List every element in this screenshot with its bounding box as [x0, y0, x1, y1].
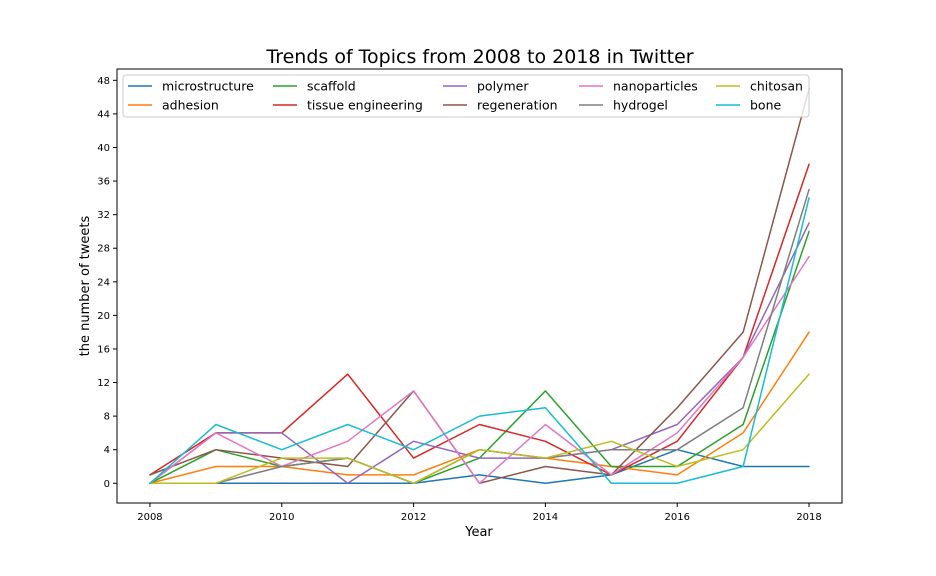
x-axis: 2008 2010 2012 2014 2016 2018: [137, 503, 822, 523]
x-tick-label: 2008: [137, 512, 162, 523]
legend-label: polymer: [477, 79, 529, 94]
legend-label: microstructure: [162, 79, 254, 94]
y-tick-label: 0: [104, 479, 110, 490]
legend-label: bone: [750, 98, 782, 113]
y-tick-label: 44: [97, 109, 110, 120]
legend-label: hydrogel: [613, 98, 668, 113]
y-tick-label: 40: [97, 143, 110, 154]
legend-item: tissue engineering: [273, 98, 423, 113]
y-tick-label: 20: [97, 311, 110, 322]
y-tick-label: 48: [97, 76, 110, 87]
x-tick-label: 2016: [665, 512, 690, 523]
legend-item: chitosan: [716, 79, 803, 94]
legend-label: tissue engineering: [307, 98, 423, 113]
legend-item: adhesion: [128, 98, 219, 113]
y-tick-label: 24: [97, 277, 110, 288]
plot-area-frame: [116, 68, 843, 504]
series-line-polymer: [149, 222, 810, 485]
legend-label: regeneration: [477, 98, 558, 113]
legend-item: polymer: [443, 79, 529, 94]
y-tick-label: 36: [97, 177, 110, 188]
y-tick-label: 12: [97, 378, 110, 389]
chart-title: Trends of Topics from 2008 to 2018 in Tw…: [265, 46, 693, 68]
series-line-bone: [149, 197, 810, 485]
legend: microstructure adhesion scaffold tissue eng…: [122, 74, 810, 118]
series-line-chitosan: [149, 373, 810, 485]
y-axis-title: the number of tweets: [78, 215, 93, 356]
x-tick-label: 2012: [401, 512, 426, 523]
x-axis-title: Year: [464, 525, 493, 540]
legend-item: nanoparticles: [579, 79, 698, 94]
y-tick-label: 8: [104, 412, 110, 423]
legend-item: regeneration: [443, 98, 558, 113]
series-line-nanoparticles: [149, 255, 810, 485]
series-lines: [149, 87, 810, 485]
y-tick-label: 28: [97, 244, 110, 255]
x-tick-label: 2010: [269, 512, 294, 523]
legend-item: bone: [716, 98, 782, 113]
legend-item: microstructure: [128, 79, 254, 94]
y-tick-label: 4: [104, 445, 110, 456]
legend-label: chitosan: [750, 79, 803, 94]
x-tick-label: 2018: [796, 512, 821, 523]
legend-label: adhesion: [162, 98, 219, 113]
series-line-microstructure: [149, 448, 810, 485]
legend-label: scaffold: [307, 79, 356, 94]
x-tick-label: 2014: [533, 512, 558, 523]
legend-label: nanoparticles: [613, 79, 698, 94]
y-tick-label: 16: [97, 344, 110, 355]
y-tick-label: 32: [97, 210, 110, 221]
legend-item: scaffold: [273, 79, 356, 94]
legend-item: hydrogel: [579, 98, 668, 113]
